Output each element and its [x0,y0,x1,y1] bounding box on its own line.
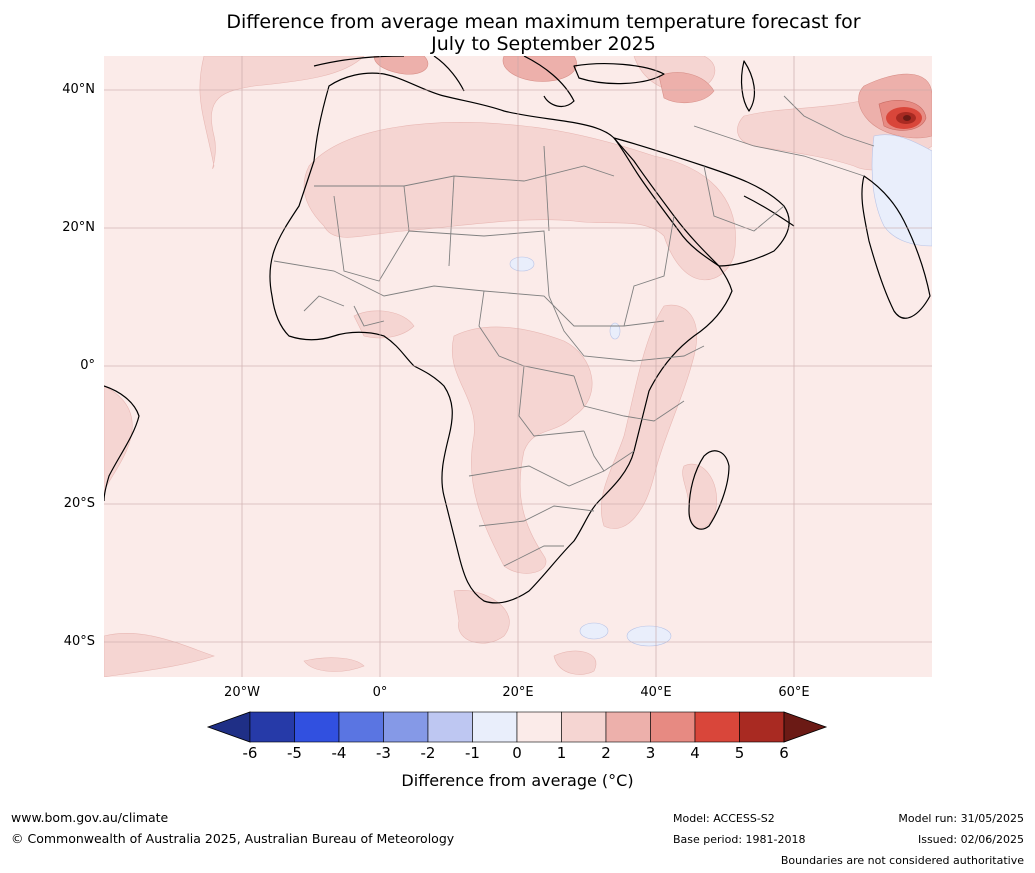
colorbar-swatch [294,711,340,743]
colorbar-swatch [694,711,740,743]
colorbar-tick-label: -2 [420,744,436,762]
country-borders [273,95,875,567]
colorbar-swatch [605,711,651,743]
lon-label-20e: 20°E [502,685,534,700]
footer-copyright: © Commonwealth of Australia 2025, Austra… [11,831,455,846]
colorbar-swatch [472,711,518,743]
colorbar-swatch [249,711,295,743]
footer-website: www.bom.gov.au/climate [11,810,169,825]
colorbar-swatch [650,711,696,743]
colorbar-swatch [383,711,429,743]
colorbar-tick-label: -1 [465,744,480,762]
colorbar-tick-label: 2 [601,744,611,762]
colorbar-title: Difference from average (°C) [401,771,634,790]
colorbar-extend-high [783,711,828,743]
lat-label-0: 0° [80,358,95,373]
footer-issued: Issued: 02/06/2025 [917,833,1024,846]
anomaly-4-6-hotspot [886,107,922,129]
colorbar-tick-label: 6 [779,744,789,762]
colorbar-tick-label: 5 [734,744,745,762]
colorbar-swatch [427,711,473,743]
colorbar-swatch [561,711,607,743]
footer-base-period: Base period: 1981-2018 [673,833,806,846]
colorbar-tick-label: 1 [556,744,567,762]
lat-label-40s: 40°S [63,634,95,649]
graticule [104,56,932,677]
lat-label-20n: 20°N [62,220,95,235]
colorbar-tick-label: -3 [376,744,391,762]
footer-model: Model: ACCESS-S2 [673,812,775,825]
lon-label-20w: 20°W [224,685,260,700]
colorbar-tick-label: 4 [690,744,700,762]
colorbar-tick-label: -5 [287,744,302,762]
colorbar [206,711,828,743]
colorbar-swatch [338,711,384,743]
map-title-line-1: Difference from average mean maximum tem… [226,11,861,33]
map-title-line-2: July to September 2025 [431,33,656,55]
forecast-map [104,56,932,677]
footer-disclaimer: Boundaries are not considered authoritat… [780,854,1024,867]
cool-anomaly-regions [509,134,932,647]
lon-label-40e: 40°E [640,685,672,700]
colorbar-tick-label: -6 [242,744,258,762]
colorbar-swatch [516,711,562,743]
colorbar-tick-label: -4 [331,744,347,762]
colorbar-tick-label: 0 [512,744,522,762]
colorbar-tick-label: 3 [645,744,656,762]
lat-label-40n: 40°N [62,82,95,97]
colorbar-extend-low [206,711,251,743]
coastlines [104,56,931,604]
lon-label-0: 0° [372,685,388,700]
footer-model-run: Model run: 31/05/2025 [898,812,1024,825]
colorbar-swatch [739,711,785,743]
lat-label-20s: 20°S [63,496,95,511]
lon-label-60e: 60°E [778,685,810,700]
